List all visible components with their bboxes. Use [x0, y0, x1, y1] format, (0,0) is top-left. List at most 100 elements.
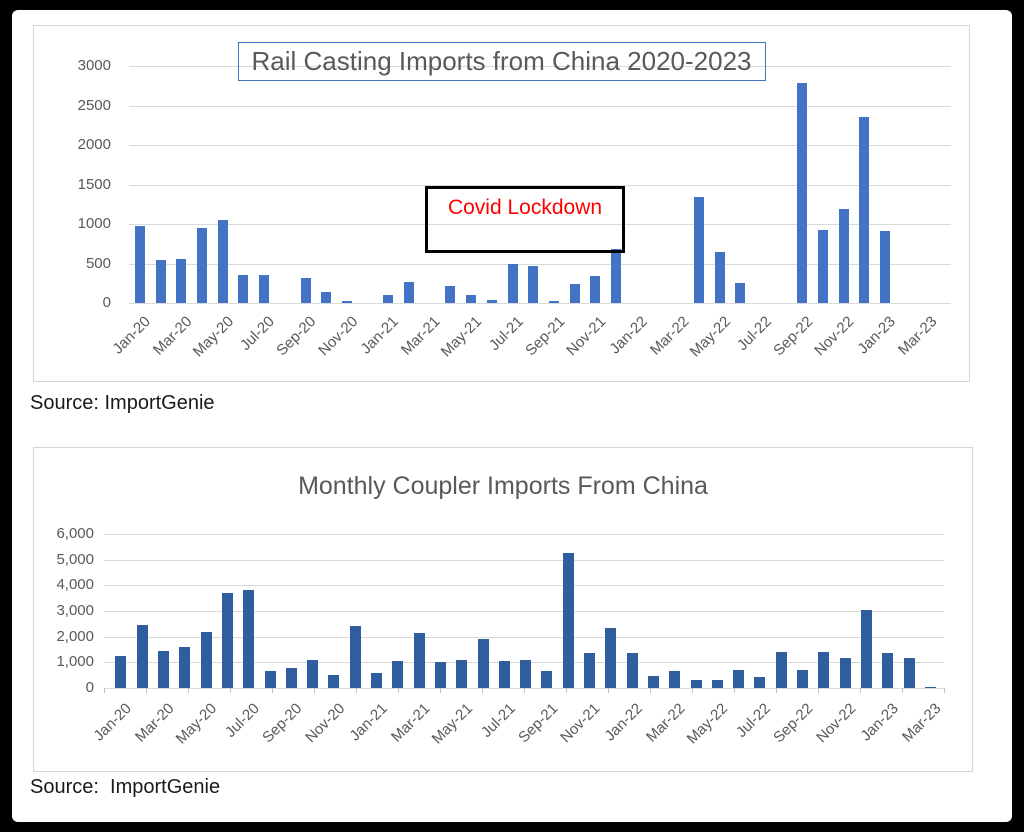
bar-Jun-20	[221, 593, 233, 688]
bar-May-22	[714, 252, 725, 303]
x-axis-tick-mark	[944, 688, 945, 693]
bar-Nov-21	[590, 276, 601, 303]
bar-Jan-20	[115, 655, 127, 688]
rail-casting-plot: 0 500 1000 1500 2000 2500 3000 Jan-20 Mar-20 May-…	[34, 26, 969, 381]
x-axis-tick-label: Mar-21	[387, 700, 434, 746]
x-axis-tick-label: Mar-20	[131, 700, 178, 746]
bar-Oct-21	[569, 284, 580, 303]
bar-Oct-20	[307, 659, 319, 688]
bar-Jun-22	[735, 283, 746, 303]
bar-Oct-21	[562, 553, 574, 688]
gridline	[104, 534, 944, 535]
gridline	[104, 636, 944, 638]
source-caption: Source: ImportGenie	[30, 776, 221, 798]
x-axis-tick-label: Nov-22	[811, 313, 858, 360]
bar-Dec-22	[860, 609, 872, 688]
bar-Mar-21	[413, 632, 425, 688]
x-axis-tick-label: Jul-20	[221, 700, 263, 741]
x-axis-tick-label: Sep-22	[770, 313, 817, 360]
chart-title: Monthly Coupler Imports From China	[298, 472, 708, 500]
bar-Apr-20	[179, 646, 191, 688]
y-axis-tick-label: 5,000	[56, 550, 94, 568]
bar-Jan-22	[626, 653, 638, 688]
x-axis-tick-label: Sep-21	[521, 313, 568, 360]
bar-Feb-22	[647, 675, 659, 688]
y-axis-tick-label: 3000	[77, 57, 111, 74]
x-axis-tick-label: May-21	[428, 700, 476, 748]
gridline	[104, 559, 944, 561]
bar-Nov-20	[328, 675, 340, 688]
x-axis-tick-mark	[650, 688, 651, 693]
x-axis-tick-label: Mar-22	[643, 700, 689, 746]
x-axis-tick-label: May-21	[437, 313, 486, 361]
x-axis-tick-label: Jul-20	[237, 313, 279, 354]
x-axis-tick-mark	[860, 688, 861, 693]
x-axis-tick-label: Jan-22	[606, 313, 651, 358]
bar-Jan-23	[882, 652, 894, 688]
gridline	[129, 224, 951, 225]
x-axis-tick-label: Jan-21	[346, 700, 391, 745]
x-axis-tick-label: Sep-20	[273, 313, 320, 360]
x-axis-tick-mark	[146, 688, 147, 693]
bar-Dec-21	[605, 627, 617, 688]
bar-Jan-21	[371, 672, 383, 688]
x-axis-tick-mark	[356, 688, 357, 693]
x-axis-tick-mark	[566, 688, 567, 693]
bar-Oct-22	[818, 652, 830, 688]
bar-Mar-20	[176, 259, 187, 303]
bar-Jan-21	[383, 295, 394, 303]
bar-Jun-22	[733, 670, 745, 688]
gridline	[104, 611, 944, 612]
gridline	[104, 585, 944, 587]
gridline	[129, 145, 951, 146]
x-axis-tick-mark	[818, 688, 819, 693]
x-axis-tick-label: Jan-23	[854, 313, 900, 358]
coupler-chart-area: 0 1,000 2,000 3,000 4,000 5,000 6,000 Jan-20 Mar…	[33, 447, 973, 772]
x-axis-tick-label: Sep-22	[770, 700, 817, 747]
coupler-plot: 0 1,000 2,000 3,000 4,000 5,000 6,000 Jan-20 Mar…	[34, 448, 972, 771]
bar-Apr-21	[434, 661, 446, 688]
bar-May-20	[200, 631, 212, 688]
x-axis-tick-label: Nov-21	[563, 313, 610, 360]
y-axis-tick-label: 3,000	[56, 602, 94, 619]
y-axis-tick-label: 1000	[77, 215, 111, 232]
x-axis-tick-label: Jan-20	[90, 700, 135, 745]
bar-Mar-20	[158, 650, 170, 688]
gridline	[129, 105, 951, 107]
x-axis-tick-mark	[776, 688, 777, 693]
document-page: 0 500 1000 1500 2000 2500 3000 Jan-20 Mar-20 May-…	[12, 10, 1012, 822]
y-axis-tick-label: 2,000	[56, 627, 94, 645]
bar-Nov-21	[584, 653, 596, 688]
x-axis-tick-mark	[104, 688, 105, 693]
bar-Jun-21	[477, 639, 489, 688]
x-axis-tick-label: May-20	[172, 700, 221, 748]
x-axis-tick-label: Nov-21	[557, 700, 604, 747]
x-axis-tick-label: Sep-21	[514, 700, 561, 747]
x-axis-tick-label: May-22	[683, 700, 732, 748]
bar-Aug-20	[264, 671, 276, 688]
x-axis-tick-label: Nov-20	[301, 700, 348, 747]
x-axis-tick-mark	[608, 688, 609, 693]
y-axis-tick-label: 1500	[77, 175, 111, 193]
bar-Aug-21	[528, 266, 539, 303]
x-axis-tick-label: Jul-22	[734, 313, 775, 354]
x-axis-tick-label: Jul-22	[733, 700, 774, 741]
x-axis-tick-label: May-22	[686, 313, 734, 361]
bar-Apr-21	[445, 286, 456, 303]
gridline	[129, 303, 951, 304]
gridline	[129, 263, 951, 265]
x-axis-tick-mark	[482, 688, 483, 693]
x-axis-tick-mark	[272, 688, 273, 693]
bar-Nov-22	[838, 208, 849, 303]
bar-Jun-20	[238, 274, 249, 303]
x-axis-tick-label: Sep-20	[259, 700, 306, 747]
x-axis-tick-label: Jan-20	[109, 313, 154, 358]
gridline	[129, 184, 951, 186]
bar-Sep-22	[797, 670, 809, 688]
bar-Nov-22	[839, 658, 851, 688]
bar-Apr-22	[690, 680, 702, 688]
x-axis-tick-mark	[524, 688, 525, 693]
rail-casting-chart-area: 0 500 1000 1500 2000 2500 3000 Jan-20 Mar-20 May-…	[33, 25, 970, 382]
bar-Feb-20	[155, 260, 166, 303]
bar-Sep-20	[300, 278, 311, 303]
